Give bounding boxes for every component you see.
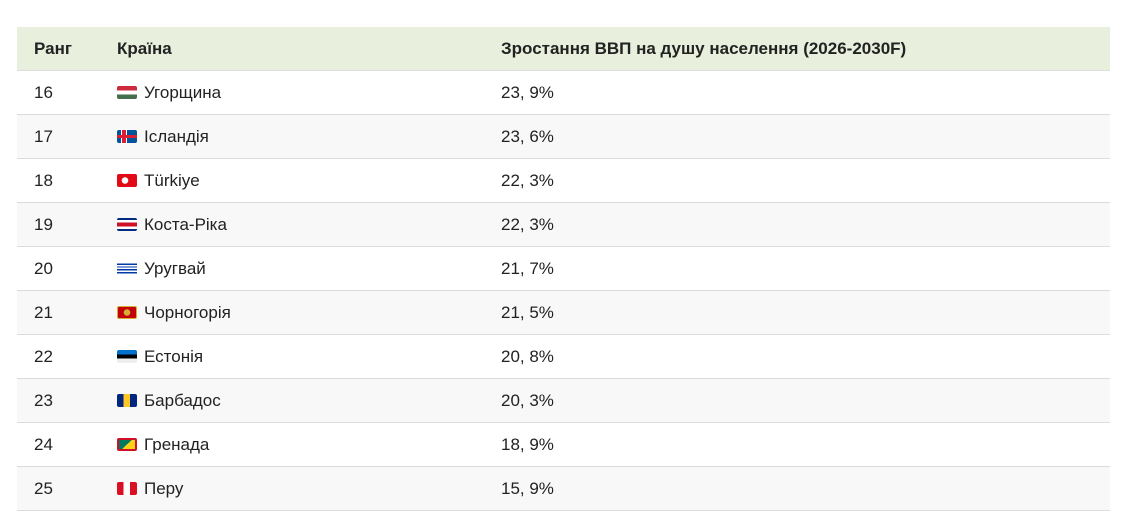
header-rank: Ранг: [34, 38, 72, 58]
country-name: Коста-Ріка: [144, 214, 227, 234]
country-name: Угорщина: [144, 82, 222, 102]
table-row: 24 Гренада 18, 9%: [17, 423, 1110, 467]
flag-me-icon: [117, 306, 137, 319]
country-cell: Барбадос: [117, 391, 501, 411]
country-cell: Türkiye: [117, 171, 501, 191]
growth-cell: 22, 3%: [501, 170, 554, 190]
growth-cell: 22, 3%: [501, 214, 554, 234]
table-row: 25 Перу 15, 9%: [17, 467, 1110, 511]
growth-cell: 23, 6%: [501, 126, 554, 146]
header-growth: Зростання ВВП на душу населення (2026-20…: [501, 38, 907, 58]
rank-cell: 23: [34, 390, 53, 410]
rank-cell: 20: [34, 258, 53, 278]
growth-cell: 21, 7%: [501, 258, 554, 278]
header-country: Країна: [117, 38, 172, 58]
country-cell: Чорногорія: [117, 303, 501, 323]
flag-gd-icon: [117, 438, 137, 451]
rank-cell: 25: [34, 478, 53, 498]
growth-cell: 18, 9%: [501, 434, 554, 454]
table-row: 19 Коста-Ріка 22, 3%: [17, 203, 1110, 247]
country-name: Барбадос: [144, 390, 221, 410]
flag-cr-icon: [117, 218, 137, 231]
rank-cell: 21: [34, 302, 53, 322]
country-name: Перу: [144, 478, 184, 498]
flag-hu-icon: [117, 86, 137, 99]
country-cell: Перу: [117, 479, 501, 499]
rank-cell: 16: [34, 82, 53, 102]
flag-pe-icon: [117, 482, 137, 495]
growth-cell: 23, 9%: [501, 82, 554, 102]
country-cell: Угорщина: [117, 83, 501, 103]
table-header: Ранг Країна Зростання ВВП на душу населе…: [17, 27, 1110, 71]
flag-tr-icon: [117, 174, 137, 187]
country-name: Уругвай: [144, 258, 206, 278]
table-row: 18 Türkiye 22, 3%: [17, 159, 1110, 203]
country-cell: Естонія: [117, 347, 501, 367]
flag-uy-icon: [117, 262, 137, 275]
growth-cell: 21, 5%: [501, 302, 554, 322]
country-cell: Уругвай: [117, 259, 501, 279]
country-name: Гренада: [144, 434, 210, 454]
growth-cell: 15, 9%: [501, 478, 554, 498]
country-cell: Коста-Ріка: [117, 215, 501, 235]
rank-cell: 24: [34, 434, 53, 454]
table-row: 16 Угорщина 23, 9%: [17, 71, 1110, 115]
country-cell: Ісландія: [117, 127, 501, 147]
country-name: Ісландія: [144, 126, 209, 146]
growth-cell: 20, 8%: [501, 346, 554, 366]
country-name: Естонія: [144, 346, 204, 366]
rank-cell: 19: [34, 214, 53, 234]
gdp-growth-table: Ранг Країна Зростання ВВП на душу населе…: [17, 27, 1110, 511]
table-row: 20 Уругвай 21, 7%: [17, 247, 1110, 291]
table-row: 17 Ісландія 23, 6%: [17, 115, 1110, 159]
table-row: 23 Барбадос 20, 3%: [17, 379, 1110, 423]
table-row: 22 Естонія 20, 8%: [17, 335, 1110, 379]
country-name: Türkiye: [144, 170, 200, 190]
rank-cell: 18: [34, 170, 53, 190]
country-cell: Гренада: [117, 435, 501, 455]
table-row: 21 Чорногорія 21, 5%: [17, 291, 1110, 335]
rank-cell: 22: [34, 346, 53, 366]
flag-is-icon: [117, 130, 137, 143]
rank-cell: 17: [34, 126, 53, 146]
flag-ee-icon: [117, 350, 137, 363]
country-name: Чорногорія: [144, 302, 231, 322]
flag-bb-icon: [117, 394, 137, 407]
growth-cell: 20, 3%: [501, 390, 554, 410]
